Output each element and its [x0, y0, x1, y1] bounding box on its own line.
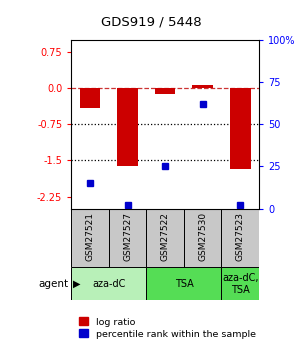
Bar [146, 209, 184, 267]
Bar [71, 209, 109, 267]
Bar [80, 88, 100, 108]
Bar [71, 267, 146, 300]
Text: ▶: ▶ [73, 279, 80, 289]
Bar [221, 209, 259, 267]
Bar [192, 85, 213, 88]
Bar [230, 88, 251, 169]
Text: GSM27530: GSM27530 [198, 212, 207, 262]
Text: TSA: TSA [175, 279, 193, 289]
Text: GSM27523: GSM27523 [236, 213, 245, 262]
Bar [184, 209, 221, 267]
Text: GDS919 / 5448: GDS919 / 5448 [101, 16, 202, 29]
Text: GSM27527: GSM27527 [123, 213, 132, 262]
Text: aza-dC: aza-dC [92, 279, 125, 289]
Text: aza-dC,
TSA: aza-dC, TSA [222, 273, 258, 295]
Text: agent: agent [38, 279, 68, 289]
Bar [221, 267, 259, 300]
Bar [155, 88, 175, 94]
Bar [146, 267, 221, 300]
Text: GSM27522: GSM27522 [161, 213, 170, 261]
Text: GSM27521: GSM27521 [85, 213, 95, 262]
Legend: log ratio, percentile rank within the sample: log ratio, percentile rank within the sa… [79, 317, 256, 338]
Bar [109, 209, 146, 267]
Bar [117, 88, 138, 166]
